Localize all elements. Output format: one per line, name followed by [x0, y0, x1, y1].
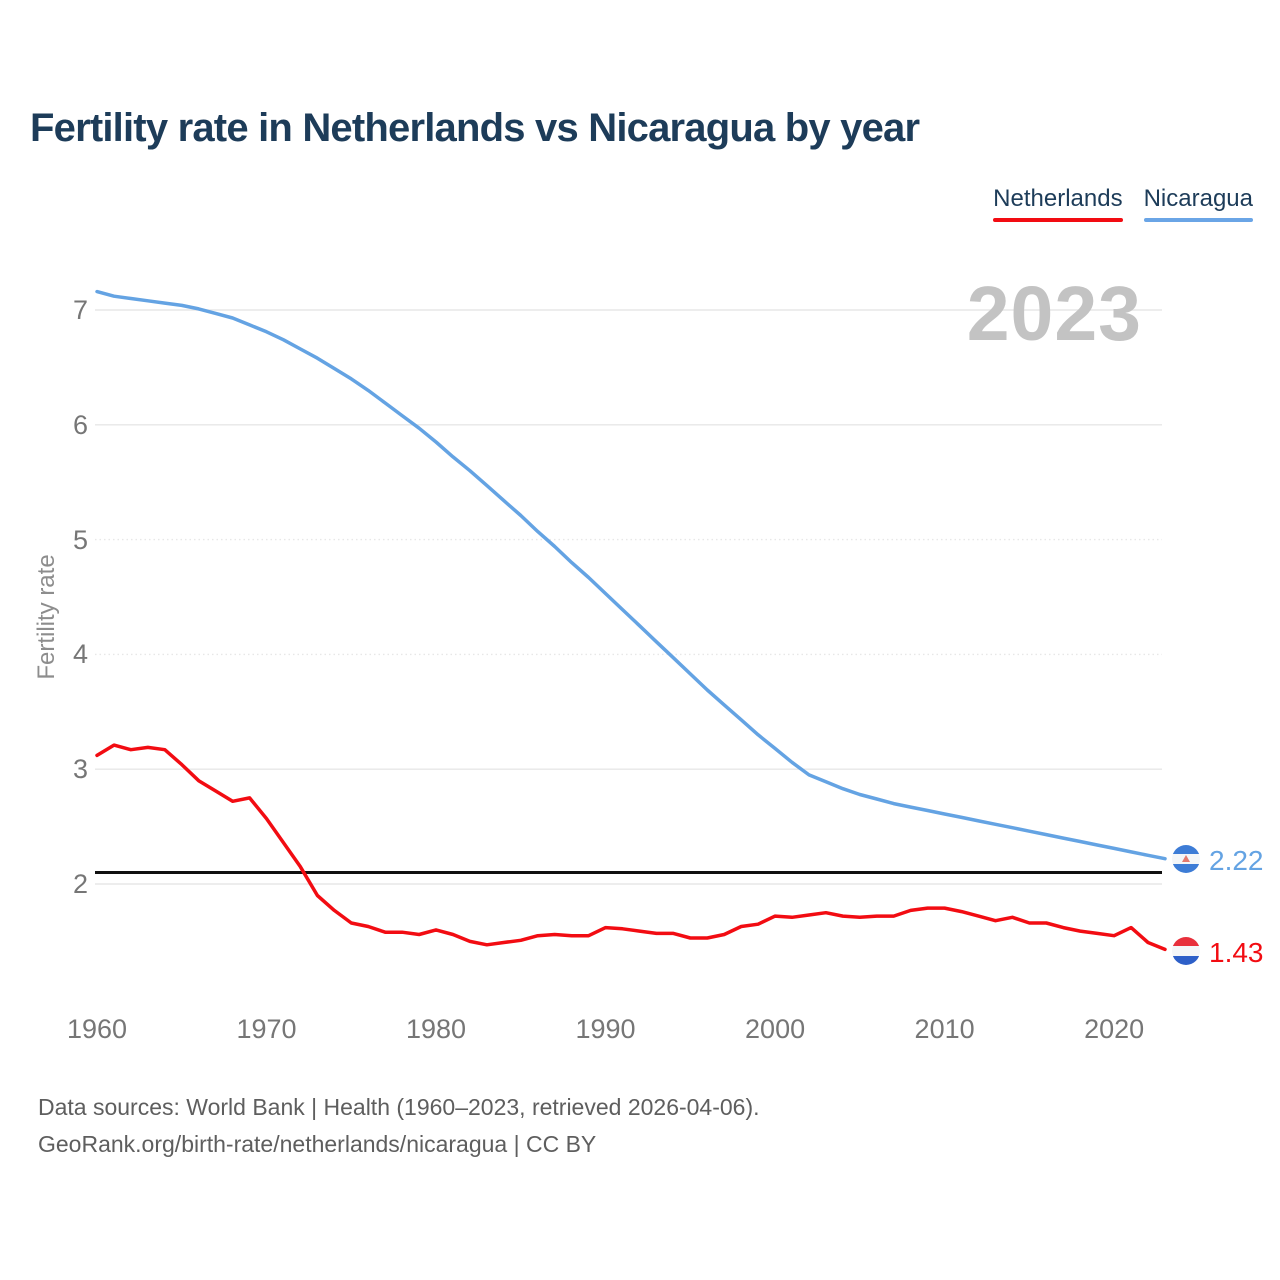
x-tick-label-1960: 1960 [66, 1014, 128, 1044]
x-tick-label-1970: 1970 [236, 1014, 297, 1044]
y-tick-label-2: 2 [72, 869, 88, 899]
y-tick-label-6: 6 [72, 409, 88, 440]
x-tick-label-2010: 2010 [914, 1014, 975, 1044]
legend-label-nicaragua: Nicaragua [1143, 185, 1253, 212]
footer: Data sources: World Bank | Health (1960–… [38, 1089, 760, 1163]
nicaragua-flag-icon [1172, 845, 1200, 873]
y-tick-label-3: 3 [72, 754, 88, 785]
nicaragua-end-value: 2.22 [1209, 845, 1264, 876]
nicaragua-line [95, 289, 1167, 861]
x-tick-label-1990: 1990 [575, 1014, 636, 1044]
legend-label-netherlands: Netherlands [993, 185, 1123, 212]
watermark-year: 2023 [966, 271, 1142, 357]
legend: Netherlands Nicaragua [993, 185, 1253, 222]
netherlands-flag-icon [1172, 937, 1200, 965]
netherlands-end-value: 1.43 [1209, 937, 1264, 968]
legend-item-netherlands: Netherlands [993, 185, 1123, 222]
netherlands-color-swatch [993, 218, 1123, 222]
footer-attribution-line: GeoRank.org/birth-rate/netherlands/nicar… [38, 1131, 597, 1157]
y-tick-label-7: 7 [72, 295, 88, 325]
y-tick-label-4: 4 [72, 639, 88, 670]
legend-item-nicaragua: Nicaragua [1143, 185, 1253, 222]
x-tick-label-2020: 2020 [1084, 1014, 1145, 1044]
y-tick-label-5: 5 [72, 524, 88, 555]
nicaragua-color-swatch [1143, 218, 1253, 222]
page-title: Fertility rate in Netherlands vs Nicarag… [30, 106, 920, 150]
footer-sources-line: Data sources: World Bank | Health (1960–… [38, 1094, 760, 1120]
nicaragua-emblem-triangle [1182, 854, 1190, 862]
netherlands-line [95, 743, 1167, 952]
x-tick-label-1980: 1980 [405, 1014, 467, 1044]
x-tick-label-2000: 2000 [745, 1014, 806, 1044]
